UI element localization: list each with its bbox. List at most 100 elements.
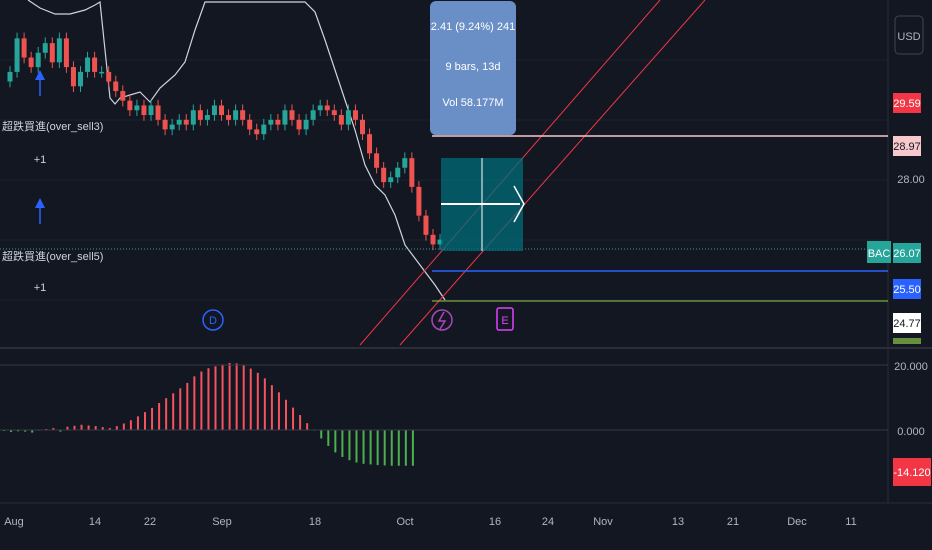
candle-body (120, 91, 126, 101)
time-tick: 24 (542, 516, 554, 528)
time-tick: Dec (787, 516, 807, 528)
candle-body (430, 234, 436, 245)
candle-body (211, 105, 217, 116)
signals: 超跌買進(over_sell3) +1 超跌買進(over_sell5) +1 D E (2, 70, 514, 331)
candle-body (28, 57, 34, 68)
candle-body (416, 186, 422, 216)
candle-body (381, 167, 387, 183)
candle-body (275, 119, 281, 125)
candle-body (70, 67, 76, 87)
time-tick: Nov (593, 516, 613, 528)
candle-body (268, 119, 274, 125)
symbol-tag: BAC (868, 248, 891, 260)
currency-label: USD (897, 31, 920, 43)
candle-body (148, 105, 154, 116)
candles (7, 32, 443, 251)
candle-body (247, 119, 253, 130)
price-label: 28.97 (893, 141, 921, 153)
candle-body (21, 38, 27, 58)
candle-body (289, 110, 295, 120)
candle-body (324, 105, 330, 111)
price-label-bg (893, 279, 921, 299)
candle-body (155, 105, 161, 120)
price-label: 24.77 (893, 318, 921, 330)
candle-body (345, 110, 351, 125)
candle-body (374, 153, 380, 168)
split-marker (431, 309, 453, 331)
candle-body (56, 38, 62, 63)
measure-badge (430, 1, 516, 135)
candle-body (317, 105, 323, 111)
price-label: 25.50 (893, 284, 921, 296)
signal-arrow-head (35, 198, 45, 208)
symbol-tag-bg (867, 241, 891, 263)
candle-body (367, 134, 373, 154)
candle-body (204, 115, 210, 120)
price-label-bg (893, 93, 921, 113)
time-tick: 11 (845, 516, 856, 528)
candle-body (338, 115, 344, 125)
candle-body (176, 119, 182, 125)
candle-body (254, 129, 260, 135)
measure-badge-text: Vol 58.177M (442, 97, 503, 109)
candle-body (395, 167, 401, 178)
time-tick: Aug (4, 516, 24, 528)
candle-body (423, 215, 429, 235)
signal-arrow-head (35, 70, 45, 80)
signal-label: 超跌買進(over_sell5) (2, 249, 103, 263)
candle-body (99, 71, 105, 74)
candle-body (134, 105, 140, 111)
candle-body (78, 71, 83, 87)
trendline-lower (399, 0, 706, 346)
time-tick: 21 (727, 516, 739, 528)
candle-body (331, 110, 337, 116)
measure-badge-text: 9 bars, 13d (445, 61, 500, 73)
time-tick: Oct (396, 516, 413, 528)
candle-body (352, 110, 358, 120)
time-tick: 16 (489, 516, 501, 528)
dividend-marker (202, 309, 224, 331)
candle-body (282, 110, 288, 125)
oscillator-pane (0, 363, 888, 466)
price-label: 29.59 (893, 98, 921, 110)
osc-last-label-bg (893, 458, 931, 486)
candle-body (127, 100, 133, 111)
price-label-bg (893, 136, 921, 156)
range-arrow-head (513, 185, 525, 223)
candle-body (190, 110, 196, 125)
indicator-line-path (27, 0, 446, 301)
osc-tick: 20.000 (894, 361, 928, 373)
candle-body (233, 110, 239, 120)
candle-body (85, 57, 91, 72)
price-tick: 28.00 (897, 174, 925, 186)
drawings[interactable]: 2.41 (9.24%) 241 9 bars, 13d Vol 58.177M (0, 0, 888, 346)
price-label-bg (893, 313, 921, 333)
earnings-marker-text: E (501, 315, 508, 327)
candle-body (49, 43, 55, 63)
time-tick: Sep (212, 516, 232, 528)
candle-body (219, 105, 224, 116)
time-tick: 13 (672, 516, 684, 528)
candle-body (92, 57, 98, 72)
osc-last-label: -14.120 (893, 467, 930, 479)
candle-body (296, 119, 302, 130)
candle-body (63, 38, 69, 68)
candle-body (360, 119, 365, 135)
candle-body (303, 119, 309, 130)
dividend-marker-text: D (209, 315, 217, 327)
candle-body (409, 158, 415, 187)
candle-body (113, 81, 119, 92)
time-tick: 22 (144, 516, 156, 528)
signal-sublabel: +1 (34, 154, 47, 166)
price-label-bg (893, 243, 921, 263)
candle-body (106, 71, 112, 82)
osc-tick: 0.000 (897, 426, 925, 438)
candle-body (35, 52, 41, 68)
candle-body (7, 71, 13, 82)
candle-body (183, 119, 189, 125)
time-tick: 18 (309, 516, 321, 528)
earnings-marker (496, 307, 514, 331)
candle-body (310, 110, 316, 120)
